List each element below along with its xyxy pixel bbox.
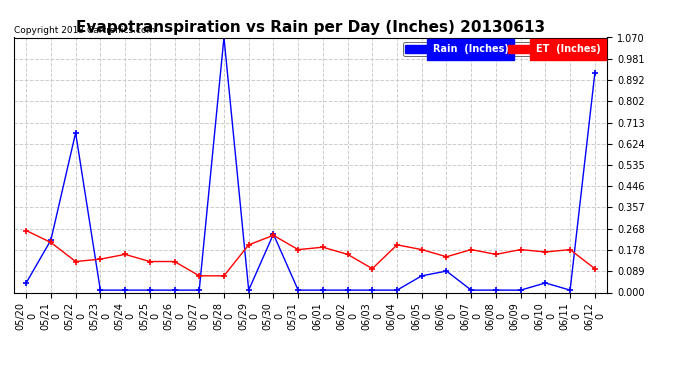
Legend: Rain  (Inches), ET  (Inches): Rain (Inches), ET (Inches) — [404, 42, 602, 56]
Title: Evapotranspiration vs Rain per Day (Inches) 20130613: Evapotranspiration vs Rain per Day (Inch… — [76, 20, 545, 35]
Text: Copyright 2013 Cartronics.com: Copyright 2013 Cartronics.com — [14, 26, 155, 35]
